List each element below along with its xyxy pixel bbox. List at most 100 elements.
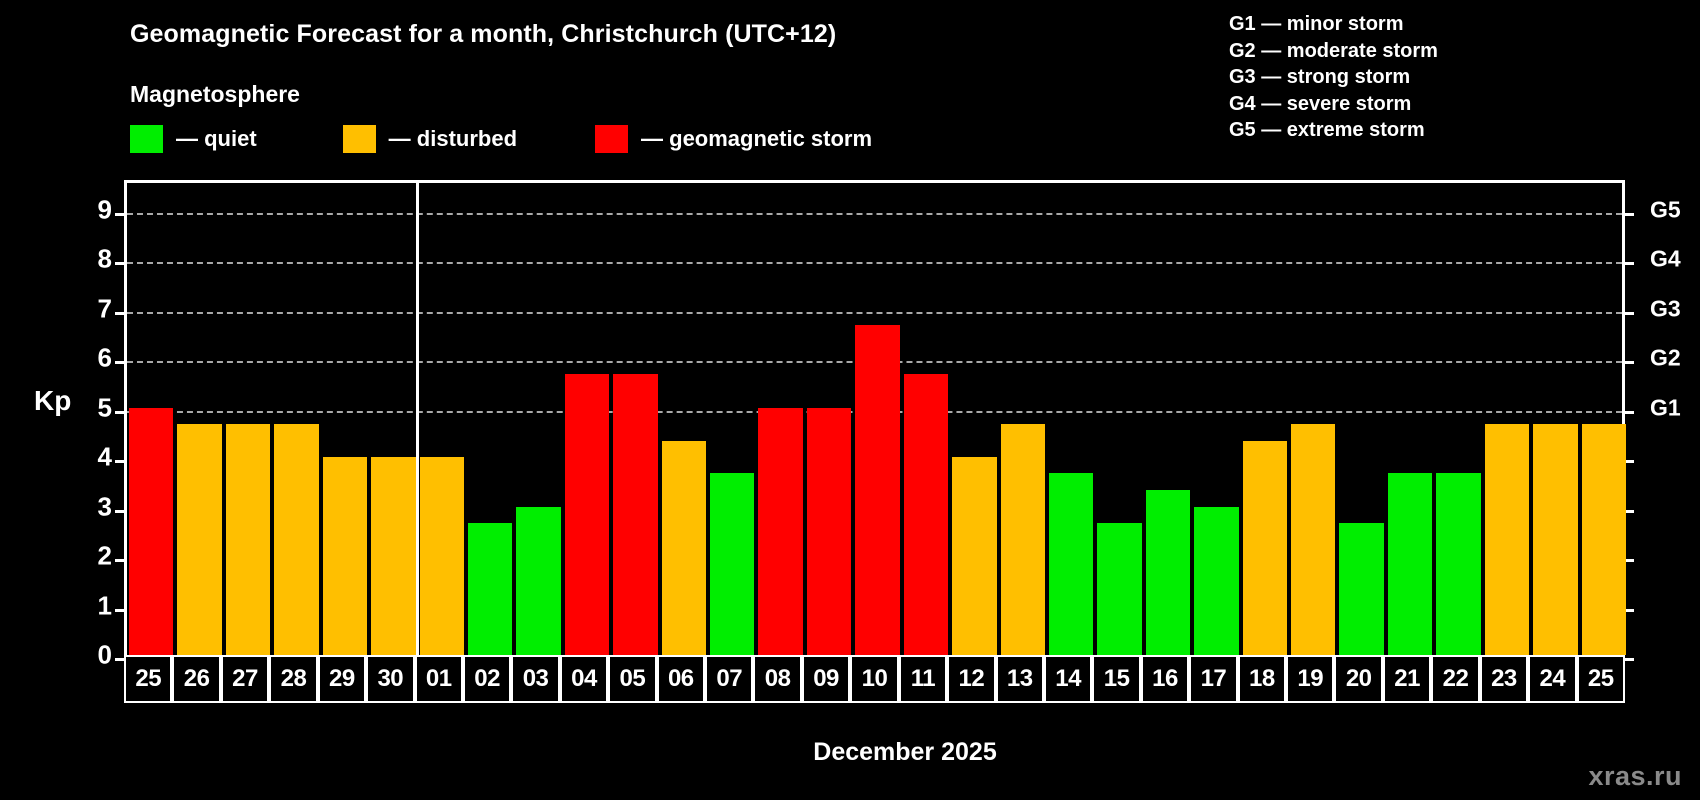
month-separator-line xyxy=(416,183,420,655)
y-tick-right-5 xyxy=(1622,410,1634,414)
g-axis-label-g3: G3 xyxy=(1650,295,1681,322)
y-tick-right-9 xyxy=(1622,212,1634,216)
y-axis-label-8: 8 xyxy=(97,243,112,274)
bar[interactable] xyxy=(177,423,222,655)
bar[interactable] xyxy=(1048,473,1094,655)
y-axis-label-3: 3 xyxy=(97,491,112,522)
legend-item-quiet: — quiet xyxy=(130,123,257,155)
legend-label-disturbed: — disturbed xyxy=(388,126,518,151)
legend: — quiet — disturbed — geomagnetic storm xyxy=(130,123,872,155)
gridline-kp-8 xyxy=(127,262,1622,265)
x-axis-day-cell: 03 xyxy=(511,655,560,703)
y-tick-left-0 xyxy=(115,658,127,661)
g-scale-legend: G1 — minor storm G2 — moderate storm G3 — … xyxy=(1229,11,1438,144)
bar[interactable] xyxy=(710,473,755,655)
x-axis-day-cell: 27 xyxy=(220,655,270,703)
x-axis-day-cell: 30 xyxy=(366,655,415,703)
y-tick-right-4 xyxy=(1622,460,1634,464)
bar[interactable] xyxy=(661,440,707,655)
y-tick-left-2 xyxy=(115,559,127,563)
x-axis-day-cell: 10 xyxy=(850,655,899,703)
magnetosphere-label: Magnetosphere xyxy=(130,81,300,107)
y-axis-label-4: 4 xyxy=(97,441,112,472)
legend-swatch-quiet xyxy=(130,125,163,153)
y-tick-right-3 xyxy=(1622,509,1634,513)
x-axis-day-cell: 14 xyxy=(1043,655,1093,703)
bar[interactable] xyxy=(1436,473,1481,655)
bar[interactable] xyxy=(274,423,319,655)
g-axis-label-g1: G1 xyxy=(1650,394,1681,421)
bar[interactable] xyxy=(129,407,174,655)
bar[interactable] xyxy=(371,457,416,655)
y-tick-left-8 xyxy=(115,262,127,266)
bar[interactable] xyxy=(758,407,803,655)
legend-label-quiet: — quiet xyxy=(176,126,257,151)
x-axis-day-cell: 11 xyxy=(898,655,948,703)
bar[interactable] xyxy=(1581,423,1626,655)
x-axis-day-cell: 25 xyxy=(124,655,173,703)
plot-inner xyxy=(115,183,1634,661)
x-axis-day-cell: 01 xyxy=(414,655,463,703)
bar[interactable] xyxy=(1145,490,1191,655)
legend-swatch-disturbed xyxy=(342,125,376,153)
bar[interactable] xyxy=(1387,473,1433,655)
x-axis-day-cell: 26 xyxy=(172,655,221,703)
x-axis-day-cell: 23 xyxy=(1479,655,1529,703)
y-tick-right-1 xyxy=(1622,608,1634,612)
watermark: xras.ru xyxy=(1588,761,1682,791)
y-tick-left-9 xyxy=(115,212,127,216)
x-axis-day-cell: 02 xyxy=(462,655,512,703)
x-axis-date-labels: 25 26 27 28 29 30 01 02 03 04 05 06 07 08 09 10 11 12 13 14… xyxy=(124,655,1625,703)
gscale-line-2: G2 — moderate storm xyxy=(1229,39,1438,62)
bar[interactable] xyxy=(1339,522,1384,655)
x-axis-day-cell: 28 xyxy=(269,655,318,703)
y-tick-right-0 xyxy=(1622,658,1634,661)
x-axis-day-cell: 07 xyxy=(705,655,754,703)
bar[interactable] xyxy=(322,457,368,655)
x-axis-day-cell: 04 xyxy=(559,655,609,703)
x-axis-day-cell: 19 xyxy=(1286,655,1335,703)
y-tick-left-7 xyxy=(115,311,127,315)
bar[interactable] xyxy=(564,374,610,655)
bar[interactable] xyxy=(1484,423,1530,655)
y-tick-right-7 xyxy=(1622,311,1634,315)
bar[interactable] xyxy=(1533,423,1578,655)
x-axis-day-cell: 15 xyxy=(1092,655,1141,703)
bar[interactable] xyxy=(1194,506,1239,655)
g-axis-label-g5: G5 xyxy=(1650,196,1681,223)
gridline-kp-7 xyxy=(127,311,1622,314)
x-axis-day-cell: 08 xyxy=(753,655,802,703)
bar[interactable] xyxy=(467,522,513,655)
x-axis-day-cell: 24 xyxy=(1528,655,1577,703)
bar[interactable] xyxy=(516,506,561,655)
g-axis-label-g4: G4 xyxy=(1650,245,1681,272)
bar[interactable] xyxy=(1242,440,1288,655)
bar[interactable] xyxy=(1291,423,1336,655)
x-axis-day-cell: 25 xyxy=(1576,655,1625,703)
bar[interactable] xyxy=(419,457,464,655)
gscale-line-4: G4 — severe storm xyxy=(1229,92,1412,115)
gscale-line-1: G1 — minor storm xyxy=(1229,13,1404,35)
x-axis-day-cell: 13 xyxy=(995,655,1044,703)
bar[interactable] xyxy=(806,407,852,655)
bar[interactable] xyxy=(952,457,997,655)
x-axis-day-cell: 05 xyxy=(608,655,657,703)
bar[interactable] xyxy=(1000,423,1045,655)
x-axis-day-cell: 16 xyxy=(1140,655,1190,703)
gridline-kp-9 xyxy=(127,212,1622,215)
bar[interactable] xyxy=(613,374,658,655)
bar[interactable] xyxy=(225,423,271,655)
y-tick-right-2 xyxy=(1622,559,1634,563)
x-axis-day-cell: 12 xyxy=(947,655,996,703)
bar[interactable] xyxy=(903,374,949,655)
y-tick-right-8 xyxy=(1622,262,1634,266)
x-axis-caption: December 2025 xyxy=(813,738,997,766)
y-axis-label-5: 5 xyxy=(97,392,112,423)
bar-series xyxy=(127,183,1626,655)
gscale-line-5: G5 — extreme storm xyxy=(1229,119,1425,141)
gscale-line-3: G3 — strong storm xyxy=(1229,66,1411,88)
x-axis-day-cell: 21 xyxy=(1382,655,1432,703)
bar[interactable] xyxy=(855,324,900,655)
y-tick-left-3 xyxy=(115,509,127,513)
bar[interactable] xyxy=(1097,522,1142,655)
